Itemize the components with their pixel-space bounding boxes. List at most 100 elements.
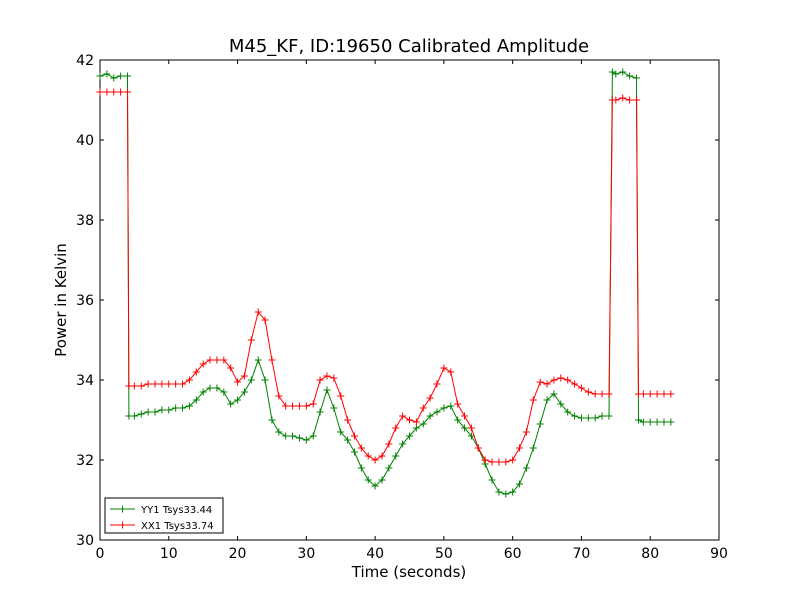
data-point-marker	[240, 388, 248, 396]
data-point-marker	[577, 384, 585, 392]
legend-entry: YY1 Tsys33.44	[110, 505, 212, 516]
data-point-marker	[185, 402, 193, 410]
x-tick-label: 20	[229, 546, 247, 562]
data-point-marker	[371, 456, 379, 464]
data-point-marker	[130, 382, 138, 390]
data-point-marker	[295, 434, 303, 442]
data-point-marker	[467, 424, 475, 432]
data-point-marker	[378, 476, 386, 484]
data-point-marker	[96, 72, 104, 80]
data-point-marker	[454, 400, 462, 408]
x-tick-label: 50	[435, 546, 453, 562]
data-point-marker	[117, 88, 125, 96]
data-point-marker	[206, 384, 214, 392]
y-axis-label: Power in Kelvin	[52, 243, 70, 357]
data-point-marker	[660, 418, 668, 426]
data-point-marker	[399, 412, 407, 420]
x-tick-label: 30	[297, 546, 315, 562]
data-point-marker	[502, 490, 510, 498]
data-point-marker	[502, 458, 510, 466]
data-point-marker	[392, 424, 400, 432]
data-point-marker	[564, 408, 572, 416]
data-point-marker	[536, 378, 544, 386]
data-point-marker	[385, 464, 393, 472]
data-point-marker	[165, 380, 173, 388]
data-point-marker	[350, 432, 358, 440]
data-point-marker	[461, 424, 469, 432]
y-tick-label: 36	[76, 293, 94, 309]
data-point-marker	[591, 390, 599, 398]
data-point-marker	[385, 440, 393, 448]
data-point-marker	[110, 74, 118, 82]
data-point-marker	[529, 444, 537, 452]
data-point-marker	[295, 402, 303, 410]
data-point-marker	[282, 402, 290, 410]
data-point-marker	[440, 364, 448, 372]
data-point-marker	[536, 420, 544, 428]
x-tick-label: 70	[573, 546, 591, 562]
y-tick-label: 38	[76, 213, 94, 229]
data-point-marker	[337, 428, 345, 436]
data-point-marker	[316, 408, 324, 416]
x-tick-label: 80	[641, 546, 659, 562]
data-point-marker	[323, 386, 331, 394]
y-tick-label: 34	[76, 373, 94, 389]
data-point-marker	[137, 410, 145, 418]
data-point-marker	[557, 400, 565, 408]
data-point-marker	[350, 448, 358, 456]
legend-box	[104, 497, 224, 534]
data-point-marker	[632, 74, 640, 82]
data-point-marker	[378, 452, 386, 460]
data-point-marker	[406, 416, 413, 424]
data-point-marker	[124, 72, 132, 80]
data-point-marker	[474, 444, 482, 452]
data-point-marker	[667, 390, 675, 398]
data-point-marker	[302, 436, 310, 444]
data-point-marker	[213, 356, 221, 364]
data-point-marker	[165, 406, 173, 414]
data-point-marker	[543, 380, 551, 388]
data-point-marker	[240, 372, 248, 380]
data-point-marker	[254, 308, 262, 316]
data-point-marker	[481, 456, 489, 464]
data-point-marker	[516, 480, 524, 488]
data-point-marker	[667, 418, 675, 426]
axis-ticks: 0 10 20 30 40 50 60 70 80 90 30 32 34 36 38 40 42	[76, 53, 728, 562]
data-point-marker	[289, 402, 297, 410]
y-tick-label: 42	[76, 53, 94, 69]
data-point-marker	[419, 404, 427, 412]
data-point-marker	[124, 88, 132, 96]
data-point-marker	[577, 414, 585, 422]
series-1	[96, 88, 675, 466]
data-point-marker	[323, 372, 331, 380]
data-point-marker	[316, 376, 324, 384]
data-point-marker	[344, 416, 352, 424]
data-point-marker	[639, 390, 647, 398]
x-axis-label: Time (seconds)	[351, 563, 467, 581]
series-layer	[96, 68, 675, 498]
data-point-marker	[234, 378, 242, 386]
x-tick-label: 40	[366, 546, 384, 562]
data-point-marker	[571, 380, 579, 388]
data-point-marker	[172, 404, 180, 412]
data-point-marker	[392, 452, 400, 460]
data-point-marker	[220, 388, 228, 396]
data-point-marker	[371, 482, 379, 490]
data-point-marker	[516, 444, 524, 452]
data-point-marker	[598, 390, 606, 398]
chart-title: M45_KF, ID:19650 Calibrated Amplitude	[229, 36, 589, 57]
data-point-marker	[584, 388, 592, 396]
data-point-marker	[337, 392, 345, 400]
data-point-marker	[158, 406, 166, 414]
data-point-marker	[406, 432, 413, 440]
data-point-marker	[151, 408, 159, 416]
data-point-marker	[144, 380, 152, 388]
data-point-marker	[612, 70, 620, 78]
data-point-marker	[144, 408, 152, 416]
data-point-marker	[357, 444, 365, 452]
x-tick-label: 10	[160, 546, 178, 562]
data-point-marker	[447, 368, 455, 376]
data-point-marker	[626, 96, 634, 104]
data-point-marker	[199, 388, 207, 396]
